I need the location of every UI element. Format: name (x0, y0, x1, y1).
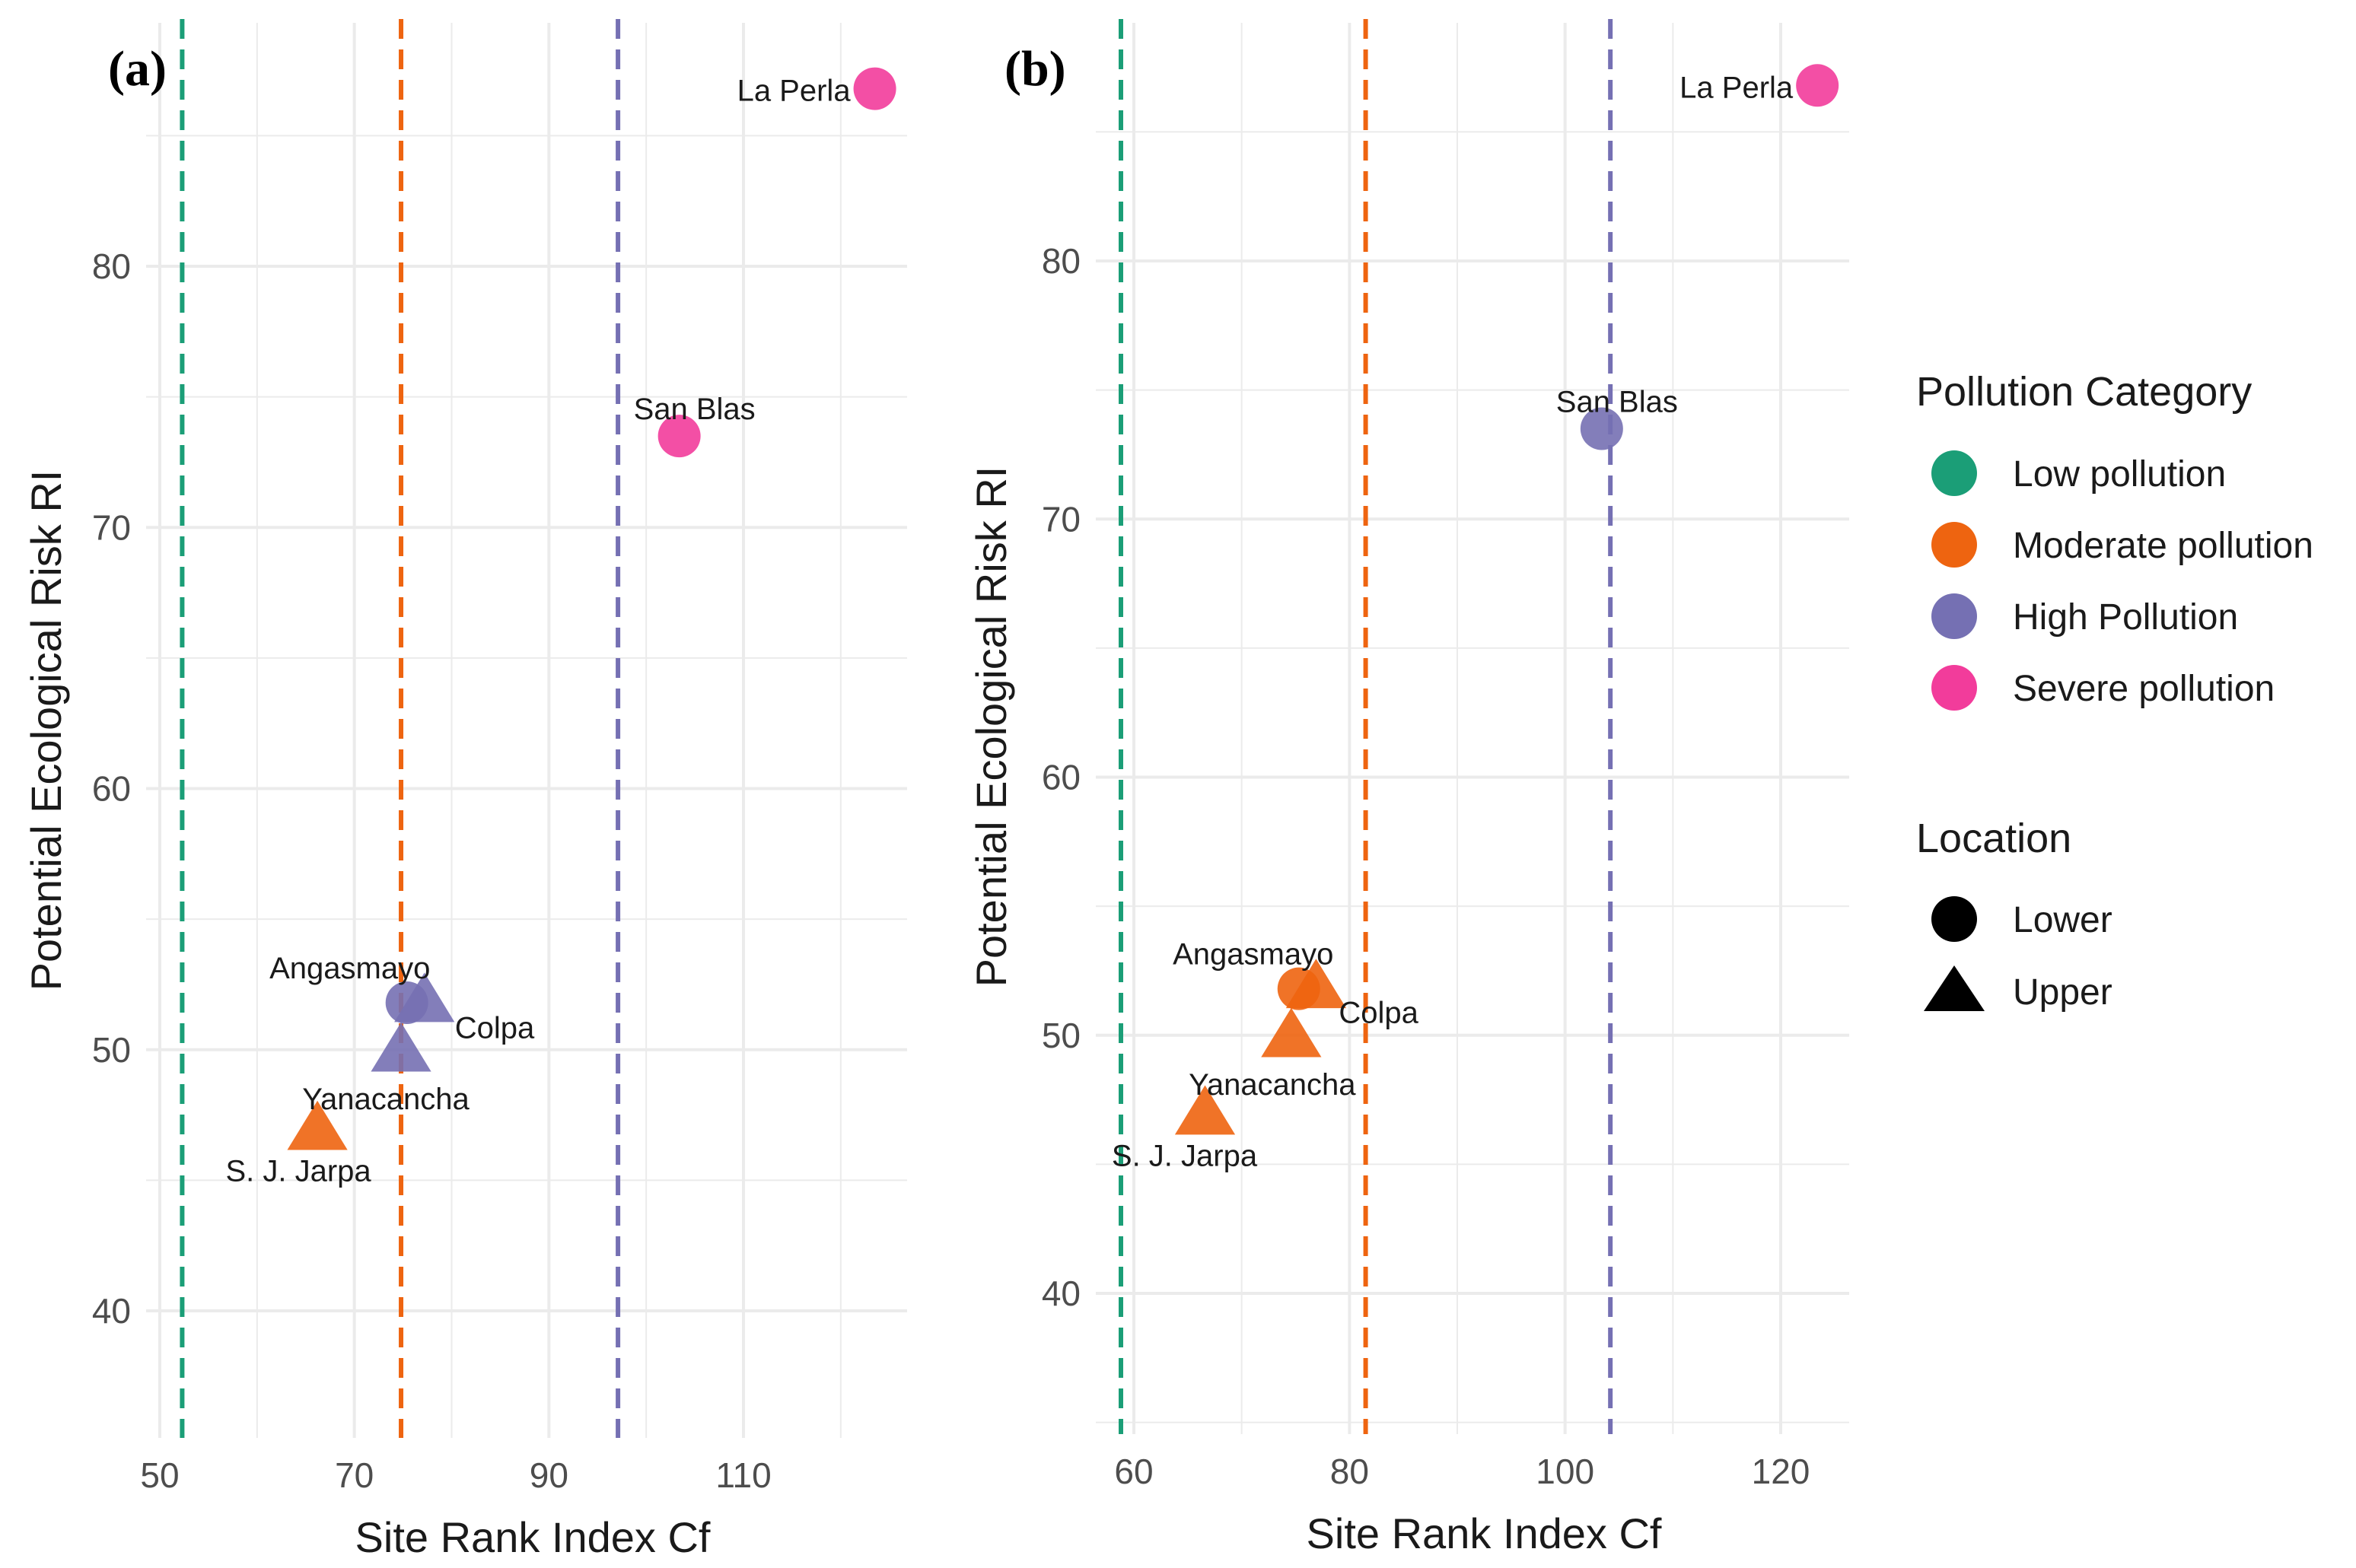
legend-color-key (1931, 593, 1977, 639)
x-tick-label: 90 (530, 1455, 568, 1495)
y-tick-label: 80 (1042, 241, 1081, 281)
legend-color-key (1931, 665, 1977, 711)
x-tick-label: 100 (1536, 1452, 1594, 1491)
legend-item-label: Low pollution (2013, 454, 2226, 495)
legend-item-label: Lower (2013, 900, 2112, 940)
point-label: La Perla (737, 75, 852, 108)
point-label: Angasmayo (269, 952, 430, 985)
point-label: Colpa (455, 1012, 535, 1045)
data-point (657, 415, 701, 458)
legend-item-label: Moderate pollution (2013, 526, 2313, 566)
panel-b-label: (b) (1004, 41, 1066, 97)
point-label: San Blas (1556, 386, 1678, 419)
legend-color-key (1931, 522, 1977, 568)
circle-shape-key (1931, 896, 1977, 942)
legend: Pollution Category Low pollution Moderate… (1916, 369, 2313, 1013)
data-point (1261, 1007, 1322, 1058)
y-tick-label: 50 (1042, 1016, 1081, 1055)
panel-a-label: (a) (108, 41, 167, 97)
data-point (1580, 407, 1623, 450)
point-label: S. J. Jarpa (1112, 1140, 1258, 1173)
legend-color-key (1931, 450, 1977, 496)
panel-b-x-axis-title: Site Rank Index Cf (1307, 1509, 1662, 1557)
x-tick-label: 80 (1330, 1452, 1369, 1491)
triangle-shape-key (1924, 965, 1985, 1011)
point-label: Yanacancha (302, 1083, 470, 1116)
data-point (1796, 64, 1839, 107)
legend-location-title: Location (1916, 816, 2071, 861)
y-tick-label: 70 (1042, 499, 1081, 539)
data-point (1174, 1085, 1236, 1135)
y-tick-label: 40 (1042, 1274, 1081, 1313)
y-tick-label: 50 (92, 1030, 131, 1070)
panel-a: La Perla San Blas Angasmayo Colpa Yanacancha… (22, 19, 907, 1561)
point-label: San Blas (634, 393, 756, 426)
data-point (853, 67, 896, 110)
x-tick-label: 60 (1114, 1452, 1153, 1491)
x-tick-label: 120 (1752, 1452, 1810, 1491)
y-tick-label: 60 (92, 769, 131, 809)
panel-a-y-axis-title: Potential Ecological Risk RI (22, 470, 70, 991)
panel-a-x-axis-title: Site Rank Index Cf (355, 1513, 711, 1561)
legend-item-label: Severe pollution (2013, 669, 2275, 709)
x-tick-label: 110 (715, 1455, 771, 1495)
y-tick-label: 40 (92, 1291, 131, 1331)
data-point (1285, 959, 1347, 1009)
legend-item-label: High Pollution (2013, 597, 2238, 638)
x-tick-label: 70 (335, 1455, 374, 1495)
point-label: Colpa (1339, 996, 1418, 1029)
x-tick-label: 50 (140, 1455, 179, 1495)
legend-pollution-title: Pollution Category (1916, 369, 2252, 415)
point-label: Yanacancha (1189, 1068, 1356, 1102)
point-label: S. J. Jarpa (225, 1155, 371, 1188)
legend-item-label: Upper (2013, 972, 2112, 1013)
panel-b-y-axis-title: Potential Ecological Risk RI (967, 466, 1015, 988)
y-tick-label: 80 (92, 246, 131, 286)
data-point (371, 1022, 431, 1072)
y-tick-label: 70 (92, 507, 131, 547)
point-label: La Perla (1679, 71, 1794, 104)
point-label: Angasmayo (1173, 938, 1333, 972)
data-point (287, 1100, 348, 1150)
data-point (394, 972, 455, 1023)
y-tick-label: 60 (1042, 758, 1081, 797)
